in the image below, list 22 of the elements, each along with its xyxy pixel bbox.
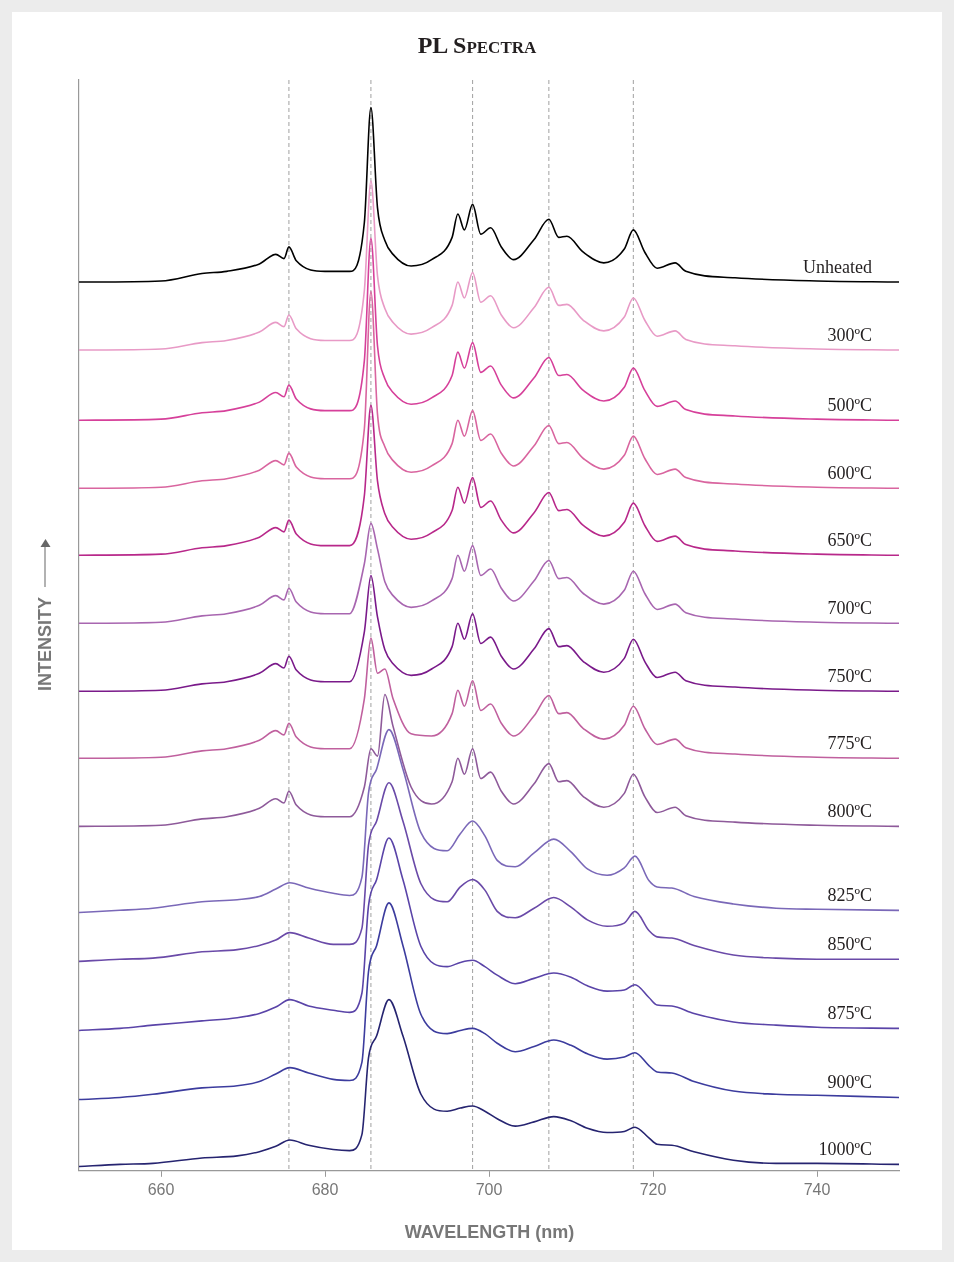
series-label: 900ºC — [827, 1072, 872, 1093]
series-label: 875ºC — [827, 1003, 872, 1024]
x-tick-label: 700 — [475, 1180, 503, 1198]
series-label: 825ºC — [827, 885, 872, 906]
series-label: 850ºC — [827, 934, 872, 955]
series-label: 1000ºC — [818, 1139, 872, 1160]
series-label: 600ºC — [827, 463, 872, 484]
series-label: 500ºC — [827, 395, 872, 416]
series-label: 800ºC — [827, 801, 872, 822]
series-label: Unheated — [803, 257, 872, 277]
series-label: 700ºC — [827, 598, 872, 619]
series-label: 300ºC — [827, 325, 872, 346]
x-tick-label: 740 — [803, 1180, 831, 1198]
y-axis-title: INTENSITY — [34, 596, 56, 692]
series-label: 650ºC — [827, 530, 872, 551]
chart-title: PL Spectra — [416, 32, 538, 59]
series-label: 750ºC — [827, 666, 872, 687]
x-tick-label: 720 — [639, 1180, 667, 1198]
x-axis-title: WAVELENGTH (nm) — [403, 1222, 576, 1243]
x-tick-label: 660 — [147, 1180, 175, 1198]
series-label: 775ºC — [827, 733, 872, 754]
x-tick-label: 680 — [311, 1180, 339, 1198]
